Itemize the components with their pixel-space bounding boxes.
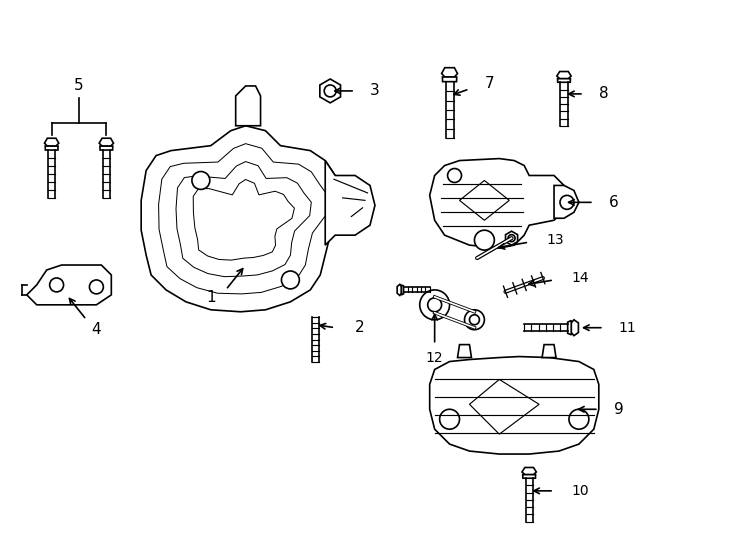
Polygon shape bbox=[558, 79, 570, 82]
Text: 13: 13 bbox=[546, 233, 564, 247]
Polygon shape bbox=[429, 356, 599, 454]
Polygon shape bbox=[429, 159, 564, 248]
Text: 11: 11 bbox=[619, 321, 636, 335]
Polygon shape bbox=[236, 86, 261, 126]
Circle shape bbox=[50, 278, 64, 292]
Circle shape bbox=[560, 195, 574, 210]
Circle shape bbox=[440, 409, 459, 429]
Polygon shape bbox=[457, 345, 471, 357]
Circle shape bbox=[508, 235, 515, 241]
Polygon shape bbox=[443, 77, 457, 82]
Circle shape bbox=[474, 230, 494, 250]
Text: 9: 9 bbox=[614, 402, 623, 417]
Polygon shape bbox=[100, 146, 113, 150]
Polygon shape bbox=[506, 231, 517, 245]
Polygon shape bbox=[141, 126, 345, 312]
Polygon shape bbox=[401, 285, 404, 295]
Polygon shape bbox=[542, 345, 556, 357]
Circle shape bbox=[281, 271, 299, 289]
Polygon shape bbox=[397, 285, 401, 295]
Text: 1: 1 bbox=[206, 291, 216, 305]
Text: 5: 5 bbox=[74, 78, 84, 93]
Polygon shape bbox=[26, 265, 112, 305]
Circle shape bbox=[470, 315, 479, 325]
Polygon shape bbox=[557, 71, 571, 79]
Text: 2: 2 bbox=[355, 320, 365, 335]
Circle shape bbox=[90, 280, 103, 294]
Polygon shape bbox=[571, 320, 578, 336]
Polygon shape bbox=[442, 68, 457, 77]
Text: 12: 12 bbox=[426, 350, 443, 365]
Polygon shape bbox=[45, 138, 59, 146]
Polygon shape bbox=[320, 79, 341, 103]
Text: 8: 8 bbox=[599, 86, 608, 102]
Polygon shape bbox=[46, 146, 58, 150]
Text: 3: 3 bbox=[370, 83, 379, 98]
Text: 7: 7 bbox=[484, 77, 494, 91]
Polygon shape bbox=[567, 321, 571, 335]
Polygon shape bbox=[325, 160, 375, 245]
Circle shape bbox=[192, 172, 210, 190]
Circle shape bbox=[465, 310, 484, 330]
Text: 6: 6 bbox=[608, 195, 619, 210]
Circle shape bbox=[420, 290, 449, 320]
Text: 4: 4 bbox=[92, 322, 101, 337]
Circle shape bbox=[428, 298, 442, 312]
Circle shape bbox=[448, 168, 462, 183]
Text: 10: 10 bbox=[571, 484, 589, 498]
Polygon shape bbox=[554, 185, 579, 218]
Polygon shape bbox=[522, 468, 537, 475]
Circle shape bbox=[324, 85, 336, 97]
Polygon shape bbox=[523, 475, 536, 478]
Polygon shape bbox=[99, 138, 114, 146]
Circle shape bbox=[569, 409, 589, 429]
Text: 14: 14 bbox=[571, 271, 589, 285]
